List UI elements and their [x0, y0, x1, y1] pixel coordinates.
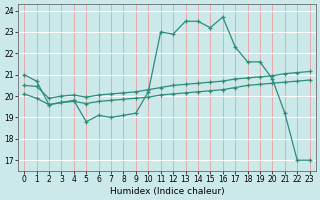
X-axis label: Humidex (Indice chaleur): Humidex (Indice chaleur) [109, 187, 224, 196]
